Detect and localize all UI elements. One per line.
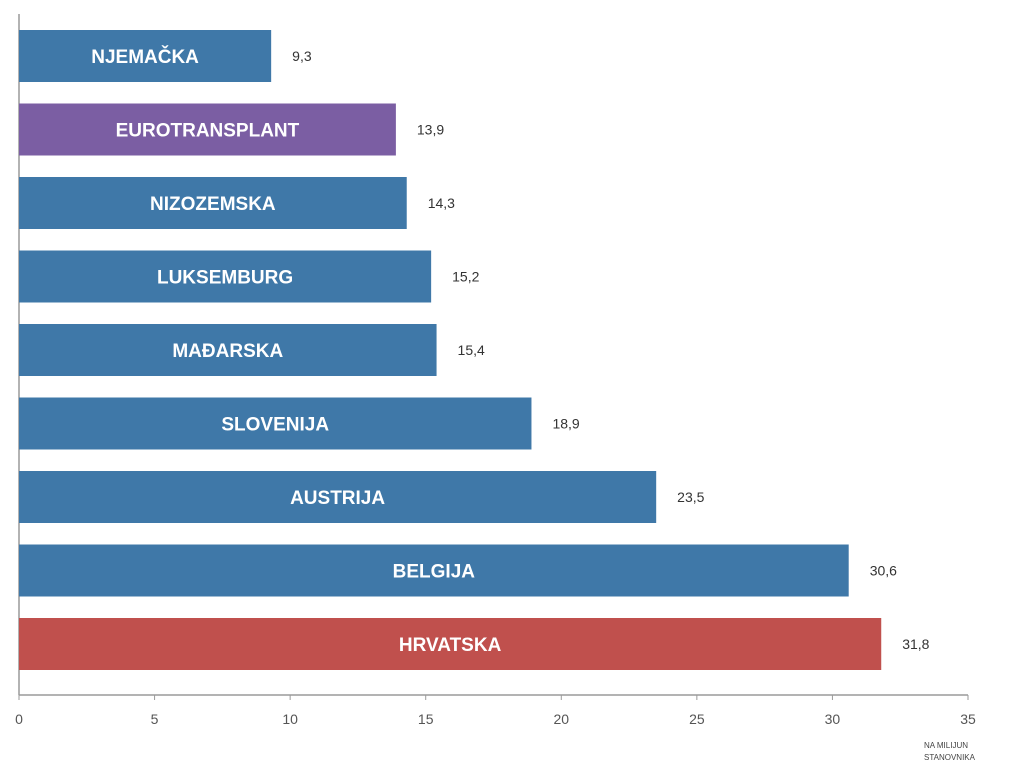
bar-nizozemska bbox=[19, 177, 407, 229]
bar-austrija bbox=[19, 471, 657, 523]
x-tick-label: 0 bbox=[15, 711, 23, 727]
x-tick-label: 15 bbox=[418, 711, 434, 727]
x-tick-label: 25 bbox=[689, 711, 705, 727]
bar-njemačka bbox=[19, 30, 272, 82]
bar-belgija bbox=[19, 544, 849, 597]
bar-category-label: NIZOZEMSKA bbox=[150, 194, 276, 215]
bar-category-label: SLOVENIJA bbox=[221, 415, 329, 436]
bar-slovenija bbox=[19, 397, 532, 450]
bar-category-label: EUROTRANSPLANT bbox=[116, 121, 300, 142]
bar-value-label: 15,4 bbox=[458, 342, 485, 358]
x-tick-label: 35 bbox=[960, 711, 976, 727]
bar-category-label: BELGIJA bbox=[393, 562, 476, 583]
bar-value-label: 13,9 bbox=[417, 122, 444, 138]
bar-category-label: AUSTRIJA bbox=[290, 488, 385, 509]
bar-hrvatska bbox=[19, 618, 882, 670]
bar-luksemburg bbox=[19, 250, 432, 303]
x-axis-unit-label: NA MILIJUN bbox=[924, 741, 968, 750]
bar-value-label: 18,9 bbox=[552, 416, 579, 432]
bar-mađarska bbox=[19, 324, 437, 376]
x-tick-label: 30 bbox=[825, 711, 841, 727]
bar-value-label: 31,8 bbox=[902, 636, 929, 652]
x-tick-label: 10 bbox=[282, 711, 298, 727]
bar-category-label: NJEMAČKA bbox=[91, 46, 199, 68]
bar-category-label: LUKSEMBURG bbox=[157, 268, 293, 289]
bar-category-label: MAĐARSKA bbox=[172, 341, 283, 362]
x-tick-label: 20 bbox=[553, 711, 569, 727]
bar-category-label: HRVATSKA bbox=[399, 635, 502, 656]
bar-value-label: 15,2 bbox=[452, 269, 479, 285]
bar-value-label: 9,3 bbox=[292, 48, 312, 64]
x-axis-unit-label: STANOVNIKA bbox=[924, 753, 976, 762]
x-tick-label: 5 bbox=[151, 711, 159, 727]
bar-eurotransplant bbox=[19, 103, 396, 156]
bar-value-label: 30,6 bbox=[870, 563, 897, 579]
bar-value-label: 14,3 bbox=[428, 195, 455, 211]
bar-value-label: 23,5 bbox=[677, 489, 704, 505]
